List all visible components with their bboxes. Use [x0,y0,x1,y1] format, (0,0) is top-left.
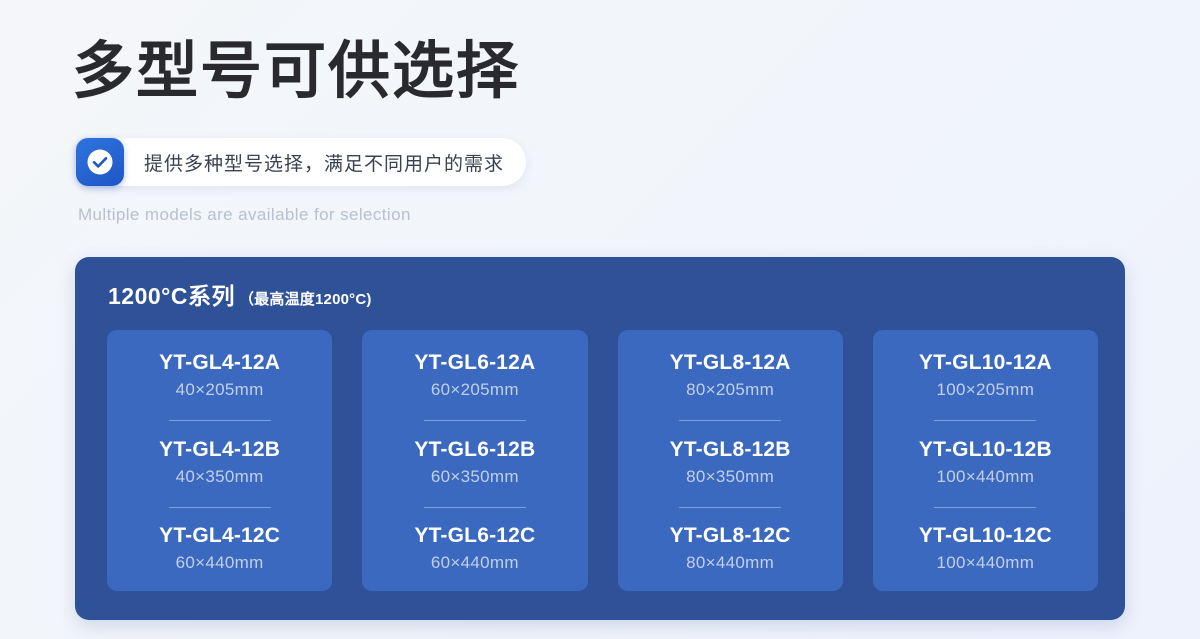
model-size: 60×440mm [175,553,264,572]
model-name: YT-GL6-12A [414,351,536,374]
model-divider [679,420,782,421]
model-name: YT-GL4-12A [159,351,281,374]
model-entry: YT-GL6-12A 60×205mm [372,350,577,402]
model-card[interactable]: YT-GL6-12A 60×205mm YT-GL6-12B 60×350mm … [362,330,588,591]
model-entry: YT-GL10-12B 100×440mm [883,437,1088,489]
model-name: YT-GL8-12B [669,437,791,461]
model-entry: YT-GL4-12A 40×205mm [117,350,322,402]
series-panel: 1200°C系列 （最高温度1200°C) YT-GL4-12A 40×205m… [75,257,1125,620]
model-entry: YT-GL6-12B 60×350mm [372,437,577,489]
series-note: （最高温度1200°C) [238,291,372,308]
model-size: 100×440mm [936,466,1035,486]
model-card[interactable]: YT-GL8-12A 80×205mm YT-GL8-12B 80×350mm … [617,330,843,591]
model-size: 80×350mm [686,466,775,486]
model-divider [168,506,271,507]
model-name: YT-GL8-12C [669,524,791,547]
model-card-grid: YT-GL4-12A 40×205mm YT-GL4-12B 40×350mm … [107,330,1098,591]
model-divider [423,420,526,421]
model-name: YT-GL8-12A [669,351,791,374]
model-divider [423,506,526,507]
model-divider [934,506,1037,507]
model-divider [934,420,1037,421]
model-name: YT-GL10-12B [918,437,1052,461]
model-entry: YT-GL4-12C 60×440mm [117,523,322,575]
page-title: 多型号可供选择 [72,34,521,107]
model-size: 100×205mm [936,380,1035,399]
model-card[interactable]: YT-GL4-12A 40×205mm YT-GL4-12B 40×350mm … [107,330,333,591]
model-entry: YT-GL4-12B 40×350mm [117,437,322,489]
model-size: 60×205mm [430,380,519,399]
feature-badge: 提供多种型号选择，满足不同用户的需求 [76,138,527,186]
model-card[interactable]: YT-GL10-12A 100×205mm YT-GL10-12B 100×44… [872,330,1098,591]
series-panel-header: 1200°C系列 （最高温度1200°C) [108,277,372,311]
model-name: YT-GL4-12B [159,437,281,461]
model-size: 80×440mm [686,553,775,572]
model-size: 40×205mm [175,380,264,399]
model-entry: YT-GL8-12A 80×205mm [628,350,833,402]
model-entry: YT-GL10-12C 100×440mm [883,523,1088,575]
model-name: YT-GL4-12C [159,524,281,547]
model-entry: YT-GL8-12C 80×440mm [628,523,833,575]
model-size: 100×440mm [936,553,1035,572]
model-size: 80×205mm [686,380,775,399]
model-divider [168,420,271,421]
model-size: 60×350mm [430,466,519,486]
model-name: YT-GL6-12B [414,437,536,461]
feature-badge-label: 提供多种型号选择，满足不同用户的需求 [144,153,505,175]
model-entry: YT-GL6-12C 60×440mm [372,523,577,575]
model-size: 60×440mm [430,553,519,572]
page-subcaption: Multiple models are available for select… [78,205,411,224]
model-divider [679,506,782,507]
model-name: YT-GL10-12A [918,351,1052,374]
model-name: YT-GL10-12C [918,524,1052,547]
series-title: 1200°C系列 [108,283,235,309]
model-name: YT-GL6-12C [414,524,536,547]
model-entry: YT-GL10-12A 100×205mm [883,350,1088,402]
model-size: 40×350mm [175,466,264,486]
model-entry: YT-GL8-12B 80×350mm [628,437,833,489]
check-circle-icon [76,138,124,186]
